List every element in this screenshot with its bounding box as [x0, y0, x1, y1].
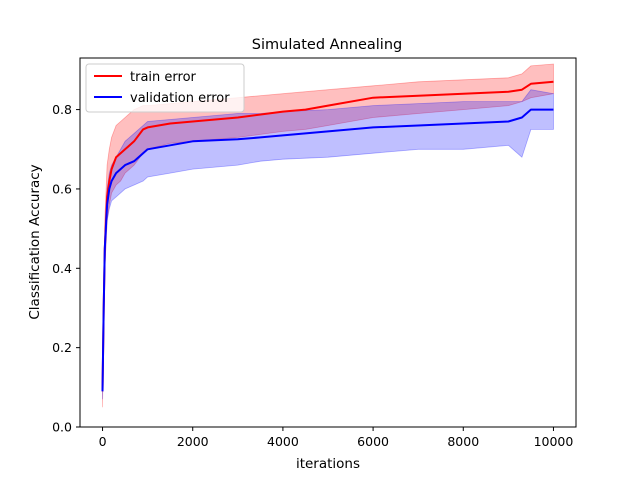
y-tick-label: 0.4	[52, 261, 72, 276]
y-axis-ticks: 0.0 0.2 0.4 0.6 0.8	[52, 102, 80, 435]
chart-title: Simulated Annealing	[252, 37, 402, 53]
confidence-bands	[102, 63, 554, 408]
x-tick-label: 6000	[357, 434, 389, 449]
x-tick-label: 0	[99, 434, 107, 449]
x-tick-label: 10000	[534, 434, 574, 449]
legend-label-train: train error	[130, 70, 197, 85]
series-lines	[101, 80, 554, 392]
line-validation	[101, 108, 554, 392]
x-tick-label: 2000	[177, 434, 209, 449]
x-tick-label: 8000	[447, 434, 479, 449]
y-axis-label: Classification Accuracy	[27, 164, 43, 319]
band-validation	[102, 89, 554, 400]
line-train	[101, 80, 554, 392]
plot-frame	[79, 57, 577, 428]
x-axis-label: iterations	[296, 456, 360, 472]
legend-label-validation: validation error	[130, 91, 230, 106]
y-tick-label: 0.8	[52, 102, 72, 117]
legend-box	[85, 63, 245, 113]
x-tick-label: 4000	[267, 434, 299, 449]
y-tick-label: 0.6	[52, 181, 72, 196]
x-axis-ticks: 0 2000 4000 6000 8000 10000	[99, 427, 574, 449]
band-train	[102, 63, 554, 408]
y-tick-label: 0.2	[52, 340, 72, 355]
y-tick-label: 0.0	[52, 420, 72, 435]
legend: train error validation error	[85, 63, 245, 113]
